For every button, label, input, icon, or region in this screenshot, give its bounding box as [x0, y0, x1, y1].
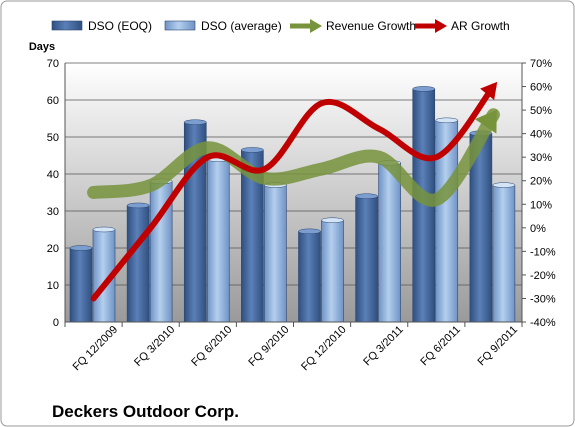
bar: [126, 205, 150, 323]
bar: [69, 247, 93, 323]
bar-top: [492, 182, 516, 188]
series-arrowhead: [480, 81, 498, 100]
series-line: [87, 108, 500, 207]
y-tick-label: 40: [47, 169, 59, 181]
y-tick-label: 60: [47, 95, 59, 107]
bar: [492, 184, 516, 323]
bar-top: [435, 117, 458, 124]
bar-top: [321, 217, 344, 223]
bar-top: [92, 226, 116, 233]
series-line: [90, 83, 497, 302]
legend-arrow: [435, 19, 447, 33]
y2-tick-label: 30%: [530, 152, 552, 164]
bar: [206, 158, 230, 323]
y2-tick-label: 0%: [530, 223, 546, 235]
bar-top: [298, 228, 321, 235]
bar: [264, 184, 287, 323]
y2-tick-label: -40%: [530, 317, 556, 329]
y2-tick-label: -20%: [530, 270, 556, 282]
legend-label: Revenue Growth: [326, 19, 416, 33]
y2-tick-label: -30%: [530, 293, 556, 305]
chart-title: Deckers Outdoor Corp.: [52, 402, 239, 421]
y-tick-label: 30: [47, 206, 59, 218]
legend-swatch: [51, 20, 83, 31]
bar: [298, 231, 321, 323]
bar-top: [412, 86, 435, 92]
series-arrowhead: [474, 109, 497, 134]
y-tick-label: 20: [47, 243, 59, 255]
y2-tick-label: 50%: [530, 105, 552, 117]
y-axis-title: Days: [29, 41, 55, 53]
y2-tick-label: 60%: [530, 82, 552, 94]
y2-tick-label: 20%: [530, 176, 552, 188]
legend-label: AR Growth: [451, 19, 510, 33]
legend-label: DSO (EOQ): [88, 19, 152, 33]
bar-top: [126, 202, 150, 209]
legend-label: DSO (average): [201, 19, 282, 33]
bar-top: [69, 245, 93, 251]
bar-top: [355, 193, 378, 199]
bar: [355, 195, 378, 323]
y2-tick-label: 70%: [530, 58, 552, 70]
legend-swatch: [164, 20, 196, 31]
y-tick-label: 10: [47, 280, 59, 292]
y-tick-label: 50: [47, 132, 59, 144]
bar-top: [241, 147, 264, 153]
y-tick-label: 70: [47, 58, 59, 70]
bar: [321, 219, 344, 323]
y2-tick-label: -10%: [530, 246, 556, 258]
y-tick-label: 0: [53, 317, 59, 329]
bar: [378, 162, 401, 323]
y2-tick-label: 10%: [530, 199, 552, 211]
y2-tick-label: 40%: [530, 129, 552, 141]
legend-arrow: [310, 19, 322, 33]
bar-top: [184, 119, 207, 125]
